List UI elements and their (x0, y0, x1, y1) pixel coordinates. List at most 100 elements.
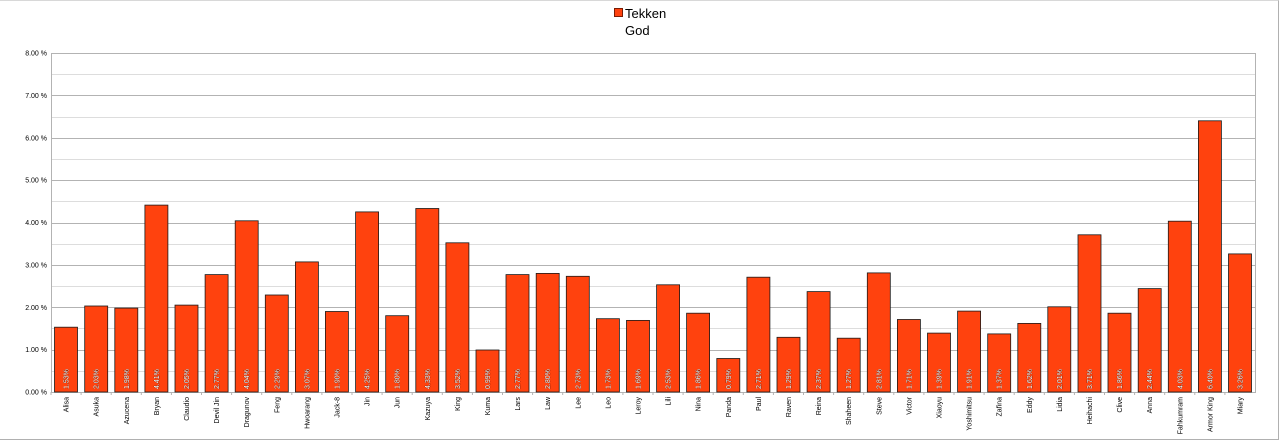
x-tick-label: Dragunov (244, 397, 251, 428)
bar-fahkumram (1167, 220, 1192, 393)
x-tick-label: Zafina (997, 397, 1004, 417)
data-label: 1.53% (64, 369, 71, 389)
data-label: 2.73% (575, 369, 582, 389)
bar-raven (776, 336, 801, 393)
y-tick-label: 4.00 % (25, 220, 47, 227)
bar-claudio (174, 304, 199, 393)
x-tick-label: Heihachi (1087, 397, 1094, 425)
bar-panda (716, 358, 741, 393)
x-tick-label: Azucena (124, 397, 131, 424)
data-label: 1.71% (906, 369, 913, 389)
x-tick-label: Eddy (1027, 397, 1034, 413)
legend-swatch (614, 8, 623, 17)
data-label: 3.71% (1087, 369, 1094, 389)
x-tick-label: Law (545, 396, 552, 410)
x-tick-label: Anna (1147, 397, 1154, 413)
y-tick-label: 2.00 % (25, 305, 47, 312)
x-tick-label: Lars (515, 397, 522, 411)
data-label: 2.44% (1147, 369, 1154, 389)
bar-jack-8 (324, 311, 349, 393)
x-tick-label: Kazuya (425, 397, 432, 420)
data-label: 1.39% (937, 369, 944, 389)
data-label: 2.77% (515, 369, 522, 389)
x-tick-label: Devil Jin (214, 397, 221, 424)
y-tick-label: 3.00 % (25, 262, 47, 269)
x-tick-label: Xiaoyu (937, 397, 944, 419)
y-tick-label: 1.00 % (25, 347, 47, 354)
bar-lili (656, 284, 680, 393)
data-label: 1.98% (124, 369, 131, 389)
data-label: 0.79% (726, 369, 733, 389)
data-label: 1.91% (967, 369, 974, 389)
legend-label-line-2: God (625, 23, 650, 38)
y-tick-label: 8.00 % (25, 51, 47, 58)
bar-heihachi (1077, 234, 1102, 393)
bar-jun (385, 315, 410, 393)
data-label: 0.99% (485, 369, 492, 389)
x-tick-label: Kuma (485, 397, 492, 415)
bar-zafina (987, 333, 1012, 393)
x-tick-label: Fahkumram (1177, 397, 1184, 435)
data-label: 1.90% (334, 369, 341, 389)
x-tick-label: Reina (816, 397, 823, 415)
y-tick-label: 0.00 % (25, 390, 47, 397)
x-tick-label: Lee (575, 397, 582, 409)
x-tick-label: Bryan (154, 397, 161, 415)
data-label: 2.81% (876, 369, 883, 389)
x-tick-label: Clive (1117, 397, 1124, 413)
x-tick-label: Victor (906, 396, 913, 414)
data-label: 4.04% (244, 369, 251, 389)
bar-dragunov (234, 220, 259, 393)
x-tick-label: Raven (786, 397, 793, 417)
data-label: 3.07% (304, 369, 311, 389)
bar-eddy (1017, 322, 1042, 393)
y-tick-label: 5.00 % (25, 178, 47, 185)
data-label: 6.40% (1207, 369, 1214, 389)
data-label: 1.27% (846, 369, 853, 389)
bar-armor-king (1198, 120, 1222, 393)
bar-steve (866, 272, 891, 393)
y-tick-label: 6.00 % (25, 135, 47, 142)
x-tick-label: Alisa (64, 397, 71, 412)
data-label: 4.03% (1177, 369, 1184, 389)
legend-label-line-1: Tekken (625, 6, 667, 21)
data-label: 1.86% (1117, 369, 1124, 389)
bar-king (445, 242, 470, 393)
x-tick-label: Asuka (94, 397, 101, 417)
bar-shaheen (836, 337, 861, 393)
bar-lidia (1047, 306, 1072, 393)
x-tick-label: Panda (726, 397, 733, 417)
data-label: 2.37% (816, 369, 823, 389)
data-label: 2.05% (184, 369, 191, 389)
bar-bryan (144, 204, 169, 393)
x-tick-label: Armor King (1207, 397, 1214, 432)
bar-alisa (54, 326, 78, 393)
x-tick-label: Jun (395, 397, 402, 408)
x-tick-label: Shaheen (846, 397, 853, 425)
data-label: 2.80% (545, 369, 552, 389)
bar-asuka (84, 305, 109, 393)
y-tick-label: 7.00 % (25, 93, 47, 100)
data-label: 4.41% (154, 369, 161, 389)
data-label: 1.69% (636, 369, 643, 389)
data-label: 3.52% (455, 369, 462, 389)
x-tick-label: King (455, 397, 462, 411)
x-tick-label: Miary (1238, 397, 1245, 415)
bar-kazuya (415, 208, 440, 393)
x-tick-label: Leroy (636, 397, 643, 415)
data-label: 1.29% (786, 369, 793, 389)
bar-feng (264, 294, 289, 393)
data-label: 2.01% (1057, 369, 1064, 389)
bar-yoshimitsu (957, 310, 981, 393)
data-label: 2.53% (666, 369, 673, 389)
x-tick-label: Jin (365, 397, 372, 406)
data-label: 4.25% (365, 369, 372, 389)
x-tick-label: Nina (696, 397, 703, 412)
data-label: 1.80% (395, 369, 402, 389)
bar-anna (1137, 288, 1162, 393)
x-tick-label: Lidia (1057, 397, 1064, 412)
bar-leroy (626, 319, 650, 393)
bar-leo (596, 318, 620, 393)
data-label: 1.37% (997, 369, 1004, 389)
bar-reina (806, 291, 831, 393)
